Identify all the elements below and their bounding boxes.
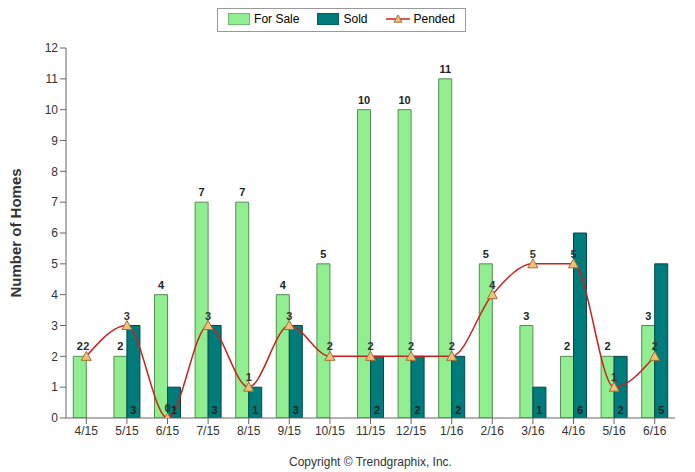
svg-text:5/15: 5/15	[115, 424, 139, 438]
svg-text:2: 2	[117, 340, 123, 352]
svg-text:4/16: 4/16	[562, 424, 586, 438]
svg-text:8/15: 8/15	[237, 424, 261, 438]
svg-text:1: 1	[171, 404, 177, 416]
svg-text:2: 2	[327, 340, 333, 352]
svg-text:3: 3	[130, 404, 136, 416]
svg-text:1: 1	[536, 404, 542, 416]
svg-text:1: 1	[252, 404, 258, 416]
svg-text:2/16: 2/16	[481, 424, 505, 438]
svg-text:11/15: 11/15	[356, 424, 385, 438]
svg-text:1: 1	[246, 371, 252, 383]
svg-text:2: 2	[367, 340, 373, 352]
svg-text:2: 2	[51, 350, 58, 364]
svg-text:3: 3	[124, 310, 130, 322]
svg-text:12/15: 12/15	[396, 424, 426, 438]
svg-text:2: 2	[449, 340, 455, 352]
svg-text:1: 1	[51, 380, 58, 394]
svg-text:9: 9	[51, 134, 58, 148]
svg-text:2: 2	[618, 404, 624, 416]
svg-text:5: 5	[51, 257, 58, 271]
svg-text:7: 7	[51, 195, 58, 209]
svg-text:5: 5	[658, 404, 664, 416]
html-text:Sold: Sold	[343, 12, 368, 26]
svg-text:3/16: 3/16	[521, 424, 545, 438]
svg-text:3: 3	[51, 319, 58, 333]
svg-text:6: 6	[577, 404, 583, 416]
svg-text:2: 2	[455, 404, 461, 416]
svg-text:8: 8	[51, 165, 58, 179]
svg-text:4: 4	[158, 279, 165, 291]
svg-text:6: 6	[51, 226, 58, 240]
svg-text:5/16: 5/16	[602, 424, 626, 438]
svg-text:3: 3	[212, 404, 218, 416]
svg-text:11: 11	[439, 63, 451, 75]
svg-text:2: 2	[605, 340, 611, 352]
html-text:For Sale: For Sale	[254, 12, 300, 26]
svg-text:2: 2	[408, 340, 414, 352]
svg-text:Number of Homes: Number of Homes	[8, 168, 24, 297]
svg-text:6/15: 6/15	[156, 424, 180, 438]
svg-text:0: 0	[51, 411, 58, 425]
svg-text:5: 5	[530, 248, 536, 260]
svg-text:1/16: 1/16	[440, 424, 464, 438]
svg-text:3: 3	[523, 310, 529, 322]
svg-text:4: 4	[489, 279, 496, 291]
svg-text:11: 11	[46, 72, 59, 86]
svg-text:2: 2	[83, 340, 89, 352]
svg-text:2: 2	[77, 340, 83, 352]
svg-text:5: 5	[570, 248, 576, 260]
svg-text:10/15: 10/15	[315, 424, 345, 438]
svg-text:2: 2	[415, 404, 421, 416]
svg-text:9/15: 9/15	[278, 424, 302, 438]
svg-text:5: 5	[320, 248, 326, 260]
svg-text:3: 3	[205, 310, 211, 322]
svg-text:5: 5	[483, 248, 489, 260]
svg-text:3: 3	[286, 310, 292, 322]
svg-text:3: 3	[645, 310, 651, 322]
svg-text:0: 0	[164, 402, 170, 414]
svg-text:7: 7	[239, 186, 245, 198]
svg-text:1: 1	[611, 371, 617, 383]
svg-text:4: 4	[280, 279, 287, 291]
svg-text:Copyright © Trendgraphix, Inc.: Copyright © Trendgraphix, Inc.	[289, 455, 452, 469]
svg-text:12: 12	[45, 41, 59, 55]
svg-text:4: 4	[51, 288, 58, 302]
svg-text:10: 10	[358, 94, 370, 106]
html-text:Pended: Pended	[413, 12, 455, 26]
svg-text:7/15: 7/15	[196, 424, 220, 438]
svg-text:2: 2	[374, 404, 380, 416]
svg-text:2: 2	[564, 340, 570, 352]
svg-text:3: 3	[293, 404, 299, 416]
svg-text:10: 10	[398, 94, 410, 106]
svg-text:2: 2	[652, 340, 658, 352]
svg-text:4/15: 4/15	[75, 424, 99, 438]
svg-text:7: 7	[199, 186, 205, 198]
svg-text:10: 10	[45, 103, 59, 117]
svg-text:6/16: 6/16	[643, 424, 667, 438]
